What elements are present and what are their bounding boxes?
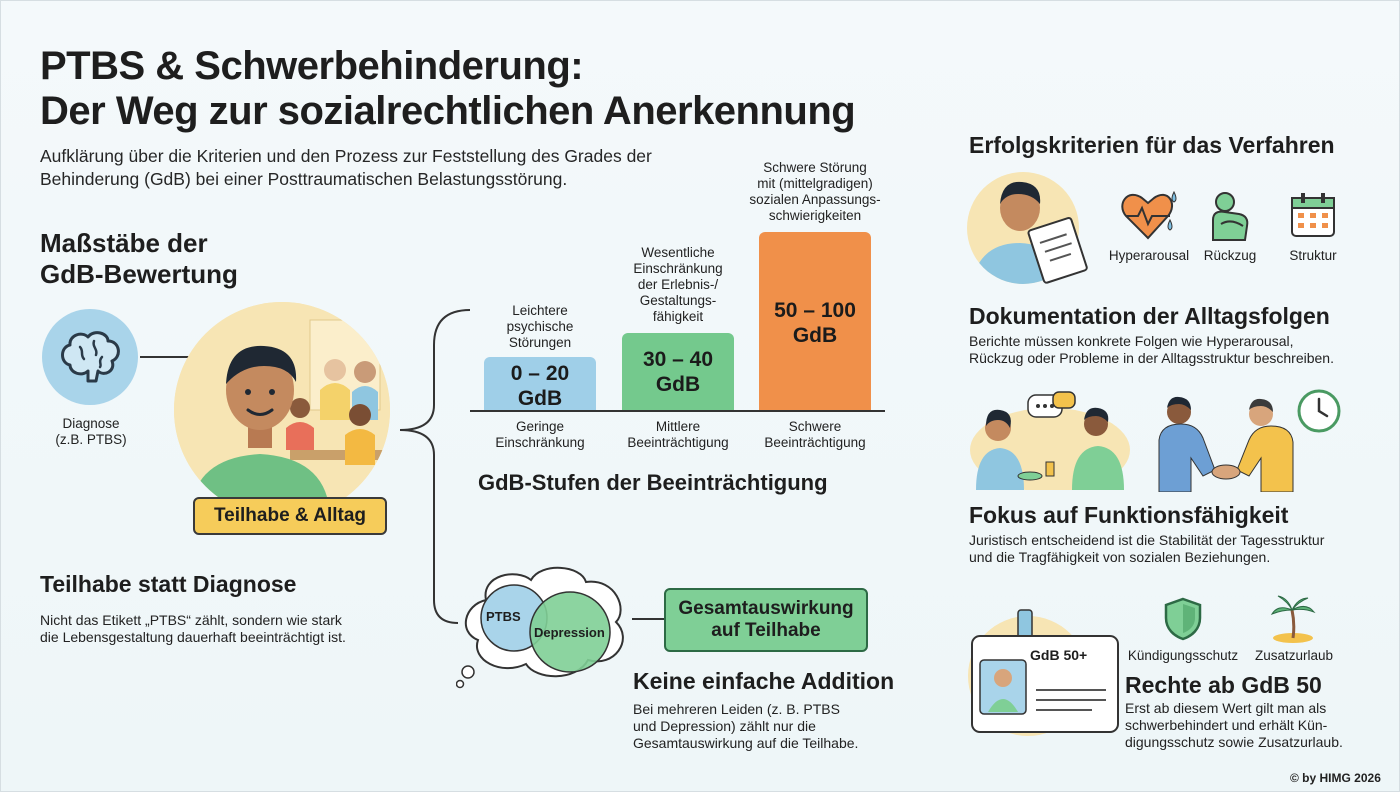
participation-title: Teilhabe statt Diagnose: [40, 571, 297, 597]
gdb-level-3-description-line-2: mit (mittelgradigen): [757, 176, 873, 191]
documentation-text: Berichte müssen konkrete Folgen wie Hype…: [969, 333, 1334, 367]
gdb-level-1-description-line-1: Leichtere: [512, 303, 568, 318]
gdb-criteria-heading-line-2: GdB-Bewertung: [40, 259, 238, 289]
gdb-level-3-description-line-1: Schwere Störung: [763, 160, 867, 175]
calendar-icon: [1291, 193, 1335, 237]
handshake-illustration: [1158, 396, 1294, 492]
subtitle-line-1: Aufklärung über die Kriterien und den Pr…: [40, 146, 652, 166]
dismissal-protection-label: Kündigungsschutz: [1127, 648, 1239, 663]
brain-icon: [42, 309, 138, 405]
gdb-level-1-severity-line-1: Geringe: [515, 419, 565, 434]
rights-text: Erst ab diesem Wert gilt man als schwerb…: [1125, 700, 1343, 751]
person-writing-illustration: [967, 172, 1088, 284]
gdb-level-2-severity-line-2: Beeinträchtigung: [627, 435, 729, 450]
gdb-baseline: [470, 410, 885, 412]
structure-label: Struktur: [1289, 248, 1337, 263]
gdb-bar-50-100-unit: GdB: [792, 324, 838, 347]
participation-text-line-2: die Lebensgestaltung dauerhaft beeinträc…: [40, 629, 346, 645]
gdb-levels-title: GdB-Stufen der Beeinträchtigung: [478, 470, 828, 495]
gdb-bar-0-20-unit: GdB: [517, 387, 563, 410]
gdb-bar-50-100: 50 – 100 GdB: [759, 232, 871, 410]
gdb-criteria-heading-line-1: Maßstäbe der: [40, 228, 208, 258]
id-card-label: GdB 50+: [1030, 647, 1088, 663]
rights-title: Rechte ab GdB 50: [1125, 672, 1322, 698]
functionality-text-line-1: Juristisch entscheidend ist die Stabilit…: [969, 532, 1325, 548]
gdb-level-2-description-line-1: Wesentliche: [641, 245, 715, 260]
gdb-level-3-description-line-4: schwierigkeiten: [768, 208, 862, 223]
participation-illustration: [174, 302, 390, 518]
gdb-level-1-description-line-2: psychische: [506, 319, 574, 334]
venn-ptbs-label: PTBS: [486, 609, 521, 624]
participation-badge: Teilhabe & Alltag: [193, 497, 387, 535]
diagnosis-label: Diagnose (z.B. PTBS): [46, 416, 136, 448]
documentation-title: Dokumentation der Alltagsfolgen: [969, 303, 1330, 329]
venn-depression-label: Depression: [534, 625, 605, 640]
rights-text-line-1: Erst ab diesem Wert gilt man als: [1125, 700, 1327, 716]
gdb-bar-0-20: 0 – 20 GdB: [484, 357, 596, 410]
gdb-level-2-description-line-4: Gestaltungs-: [639, 293, 717, 308]
gdb-level-1-severity-line-2: Einschränkung: [495, 435, 585, 450]
gdb-level-2-description-line-2: Einschränkung: [633, 261, 723, 276]
total-impact-line-1: Gesamtauswirkung: [678, 598, 854, 619]
gdb-level-3-description-line-3: sozialen Anpassungs-: [749, 192, 881, 207]
diagnosis-label-line-2: (z.B. PTBS): [55, 432, 127, 447]
documentation-text-line-1: Berichte müssen konkrete Folgen wie Hype…: [969, 333, 1294, 349]
total-impact-line-2: auf Teilhabe: [711, 620, 821, 641]
no-addition-text: Bei mehreren Leiden (z. B. PTBS und Depr…: [633, 701, 858, 752]
rights-text-line-3: digungsschutz sowie Zusatzurlaub.: [1125, 734, 1343, 750]
extra-vacation-label: Zusatzurlaub: [1254, 648, 1334, 663]
conversation-illustration: [970, 391, 1130, 490]
gdb-level-3-severity: Schwere Beeinträchtigung: [745, 419, 885, 451]
gdb-bar-30-40-value: 30 – 40: [642, 348, 714, 371]
title-line-2: Der Weg zur sozialrechtlichen Anerkennun…: [40, 89, 856, 133]
no-addition-text-line-2: und Depression) zählt nur die: [633, 718, 816, 734]
participation-text: Nicht das Etikett „PTBS“ zählt, sondern …: [40, 612, 346, 646]
gdb-level-3-severity-line-2: Beeinträchtigung: [764, 435, 866, 450]
gdb-level-1-severity: Geringe Einschränkung: [470, 419, 610, 451]
gdb-level-1-description-line-3: Störungen: [508, 335, 572, 350]
gdb-level-3-severity-line-1: Schwere: [788, 419, 842, 434]
functionality-title: Fokus auf Funktionsfähigkeit: [969, 502, 1289, 528]
gdb-level-2-severity: Mittlere Beeinträchtigung: [608, 419, 748, 451]
gdb-bar-30-40-unit: GdB: [655, 373, 701, 396]
gdb-bar-30-40: 30 – 40 GdB: [622, 333, 734, 410]
gdb-level-2-description-line-3: der Erlebnis-/: [637, 277, 719, 292]
functionality-text: Juristisch entscheidend ist die Stabilit…: [969, 532, 1324, 566]
gdb-bar-0-20-value: 0 – 20: [510, 362, 570, 385]
bracket-connector: [399, 309, 471, 624]
connector-line: [140, 356, 192, 358]
rights-text-line-2: schwerbehindert und erhält Kün-: [1125, 717, 1328, 733]
copyright: © by HIMG 2026: [1290, 771, 1381, 785]
gdb-bar-50-100-value: 50 – 100: [774, 299, 856, 322]
no-addition-text-line-3: Gesamtauswirkung auf die Teilhabe.: [633, 735, 859, 751]
gdb-level-3-description: Schwere Störung mit (mittelgradigen) soz…: [738, 160, 892, 224]
palm-tree-icon: [1270, 595, 1316, 643]
diagnosis-label-line-1: Diagnose: [62, 416, 120, 431]
venn-connector: [632, 618, 666, 620]
id-card-illustration: [968, 609, 1119, 736]
gdb-level-2-description: Wesentliche Einschränkung der Erlebnis-/…: [608, 245, 748, 325]
no-addition-title: Keine einfache Addition: [633, 668, 895, 694]
no-addition-text-line-1: Bei mehreren Leiden (z. B. PTBS: [633, 701, 840, 717]
gdb-level-1-description: Leichtere psychische Störungen: [470, 303, 610, 351]
subtitle: Aufklärung über die Kriterien und den Pr…: [40, 145, 652, 191]
gdb-level-2-severity-line-1: Mittlere: [655, 419, 701, 434]
total-impact-box: Gesamtauswirkung auf Teilhabe: [664, 588, 868, 652]
title-line-1: PTBS & Schwerbehinderung:: [40, 44, 584, 88]
heart-icon: [1121, 190, 1177, 240]
functionality-text-line-2: und die Tragfähigkeit von sozialen Bezie…: [969, 549, 1271, 565]
subtitle-line-2: Behinderung (GdB) bei einer Posttraumati…: [40, 169, 568, 189]
gdb-criteria-heading: Maßstäbe der GdB-Bewertung: [40, 228, 238, 290]
withdrawal-label: Rückzug: [1203, 248, 1257, 263]
success-criteria-heading: Erfolgskriterien für das Verfahren: [969, 132, 1335, 158]
shield-icon: [1164, 597, 1202, 641]
thought-cloud: [456, 566, 624, 689]
withdrawal-icon: [1212, 192, 1249, 241]
page-title: PTBS & Schwerbehinderung: Der Weg zur so…: [40, 44, 856, 134]
documentation-text-line-2: Rückzug oder Probleme in der Alltagsstru…: [969, 350, 1334, 366]
hyperarousal-label: Hyperarousal: [1108, 248, 1190, 263]
clock-icon: [1297, 389, 1341, 433]
gdb-level-2-description-line-5: fähigkeit: [652, 309, 704, 324]
participation-text-line-1: Nicht das Etikett „PTBS“ zählt, sondern …: [40, 612, 342, 628]
